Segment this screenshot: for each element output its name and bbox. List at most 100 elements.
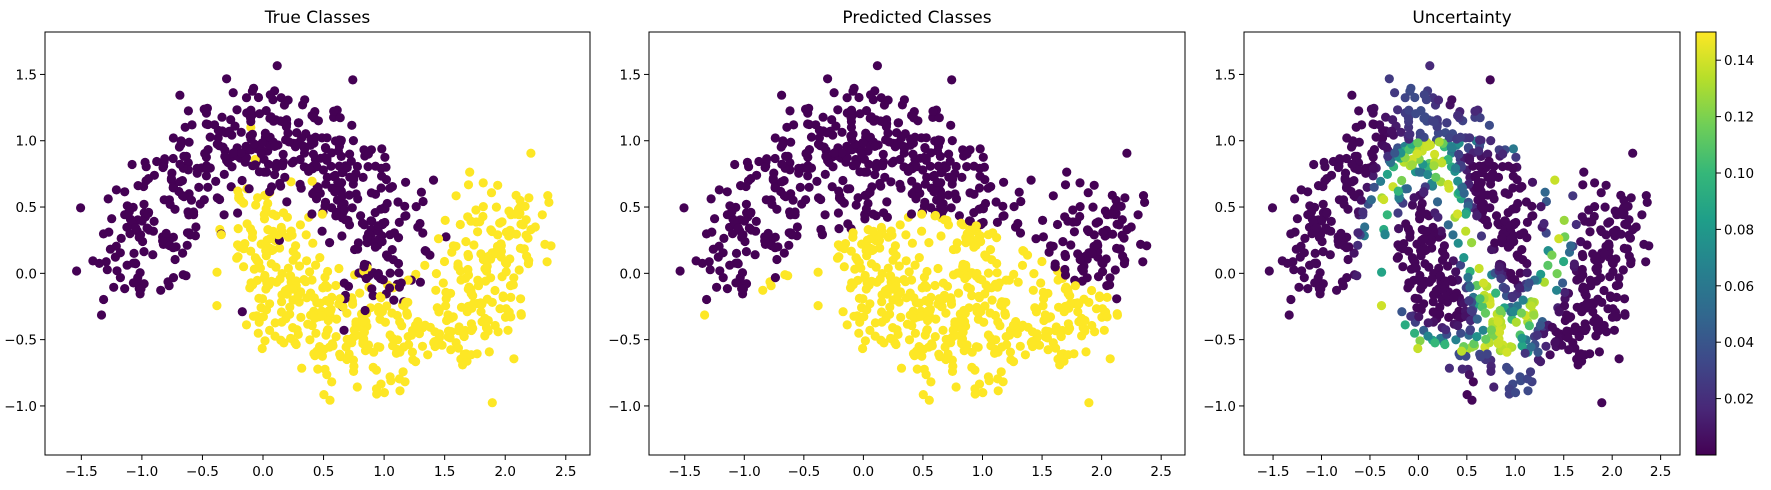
data-point [952,238,962,248]
data-point [738,284,749,294]
data-point [503,325,513,335]
data-point [264,280,274,290]
data-point [1550,175,1560,185]
data-point [948,174,958,184]
data-point [1022,250,1033,260]
data-point [772,204,782,214]
data-point [911,346,922,356]
data-point [1362,182,1372,192]
data-point [431,285,441,295]
data-point [870,170,880,180]
data-point [801,104,811,114]
data-point [970,384,980,394]
data-point [917,226,927,236]
data-point [1081,347,1091,357]
data-point [947,75,957,85]
data-point [1428,297,1438,307]
data-point [233,252,243,262]
data-point [1431,286,1441,296]
data-point [719,233,729,243]
data-point [278,149,288,159]
data-point [1404,105,1414,115]
data-point [1046,241,1056,251]
data-point [1472,332,1482,342]
data-point [1513,198,1523,209]
data-point [233,224,243,234]
data-point [845,283,856,293]
data-point [1099,325,1109,335]
data-point [335,294,345,304]
data-point [742,157,753,167]
data-point [947,136,957,146]
data-point [466,319,476,329]
data-point [285,309,295,319]
data-point [859,312,869,322]
data-point [701,229,712,239]
data-point [429,338,439,348]
data-point [986,182,996,192]
data-point [951,161,961,172]
data-point [1341,153,1352,164]
data-point [770,273,781,283]
x-tick-label: −1.5 [65,464,98,480]
data-point [910,260,920,270]
data-point [778,140,788,150]
data-point [349,325,359,335]
data-point [331,332,341,342]
data-point [1063,325,1073,336]
data-point [1608,259,1618,269]
data-point [714,185,724,195]
data-point [336,352,346,362]
data-point [993,374,1003,384]
data-point [170,204,180,214]
data-point [1332,285,1342,295]
data-point [1116,201,1126,211]
data-point [411,202,421,212]
data-point [1390,148,1400,158]
data-point [983,268,994,278]
data-point [737,232,747,242]
data-point [979,317,989,327]
data-point [1029,269,1039,279]
data-point [177,191,188,201]
data-point [813,267,823,277]
data-point [1455,260,1466,270]
data-point [887,158,897,168]
data-point [1005,347,1016,357]
data-point [790,207,800,217]
data-point [1043,313,1053,323]
data-point [509,354,519,364]
data-point [1407,200,1418,210]
data-point [1388,115,1398,125]
data-point [266,259,276,269]
data-point [1060,180,1071,190]
data-point [307,110,317,121]
data-point [1594,315,1604,326]
data-point [1352,271,1362,281]
data-point [784,240,794,250]
data-point [1286,294,1296,305]
data-point [786,137,796,147]
data-point [245,283,255,293]
data-point [1457,183,1468,193]
data-point [1322,208,1332,218]
data-point [278,117,288,127]
data-point [526,148,536,158]
data-point [912,364,922,374]
data-point [820,169,830,179]
data-point [842,93,852,103]
data-point [1084,297,1094,307]
data-point [373,268,383,279]
data-point [542,257,552,267]
data-point [361,273,371,284]
data-point [1563,333,1573,343]
data-point [380,317,390,327]
data-point [997,342,1007,352]
data-point [864,280,874,290]
x-tick-label: −1.0 [728,464,761,480]
data-point [260,336,270,346]
data-point [1092,239,1102,249]
data-point [439,256,450,267]
data-point [803,119,813,129]
data-point [461,237,471,247]
